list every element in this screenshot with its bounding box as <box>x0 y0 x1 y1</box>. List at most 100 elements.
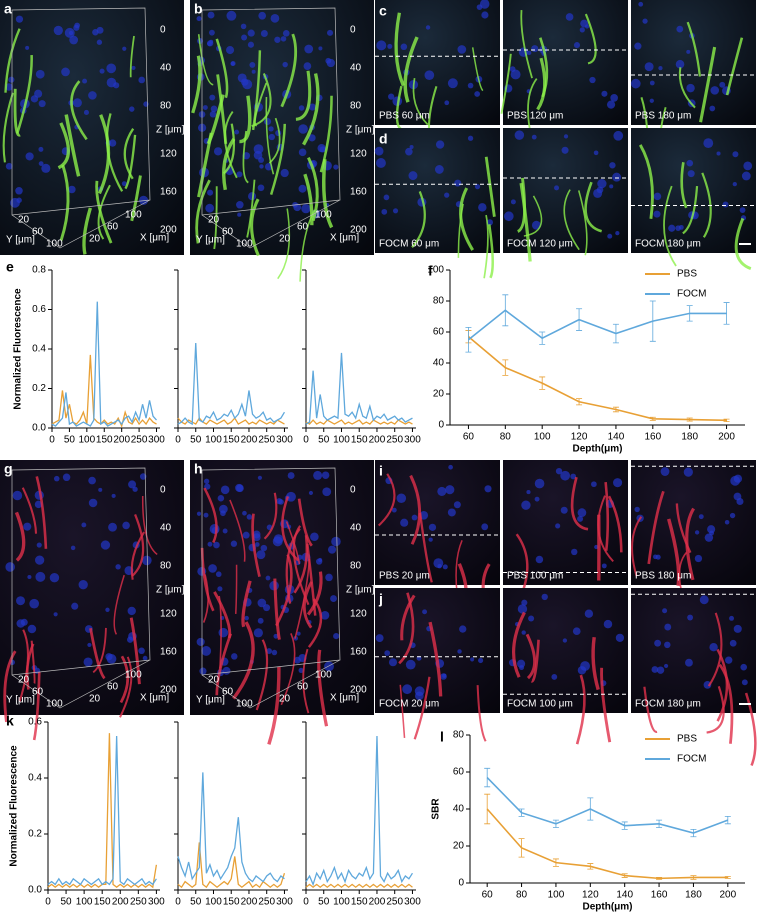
nucleus <box>330 595 337 602</box>
nucleus <box>729 639 737 647</box>
nucleus <box>514 130 525 140</box>
nucleus <box>704 533 714 542</box>
x-tick-label: 100 <box>76 897 93 908</box>
nucleus <box>664 623 672 631</box>
nucleus <box>484 485 492 493</box>
nucleus <box>454 179 462 187</box>
nucleus <box>333 633 340 640</box>
nucleus <box>437 486 447 496</box>
nucleus <box>322 487 332 497</box>
fiber <box>686 21 702 77</box>
fiber <box>105 113 124 192</box>
legend-label: PBS <box>677 734 697 745</box>
nucleus <box>218 627 229 638</box>
fiber <box>707 612 723 687</box>
x-tick-label: 60 <box>463 432 475 443</box>
nucleus <box>668 224 676 232</box>
nucleus <box>240 23 247 30</box>
nucleus <box>298 667 304 673</box>
error-bar <box>686 305 693 322</box>
fiber <box>577 190 588 256</box>
nucleus <box>287 472 295 480</box>
nucleus <box>660 467 670 476</box>
nucleus <box>615 633 625 642</box>
nucleus <box>474 91 481 97</box>
nucleus <box>392 208 399 214</box>
y-tick-label: 80 <box>453 730 465 741</box>
error-bar <box>612 406 619 413</box>
fiber <box>487 224 494 279</box>
fiber <box>725 37 744 96</box>
fiber <box>575 674 586 745</box>
nucleus <box>241 34 248 41</box>
series-line <box>47 735 157 886</box>
nucleus <box>562 638 568 643</box>
error-bar <box>656 819 663 828</box>
fiber <box>275 554 293 627</box>
nucleus <box>613 130 624 141</box>
nucleus <box>531 220 541 230</box>
nucleus <box>71 602 79 610</box>
fiber <box>685 507 696 581</box>
nucleus <box>249 61 256 68</box>
nucleus <box>242 79 253 90</box>
fiber <box>251 513 261 577</box>
error-bar <box>587 797 594 821</box>
fiber <box>195 179 211 244</box>
nucleus <box>23 522 32 531</box>
nucleus <box>235 483 244 492</box>
fiber <box>293 535 309 594</box>
nucleus <box>743 161 753 171</box>
y-tick-label: 100 <box>236 239 253 250</box>
nucleus <box>457 45 467 54</box>
fiber <box>471 47 484 92</box>
fiber <box>89 628 106 680</box>
fiber <box>530 639 540 683</box>
fiber <box>706 685 725 734</box>
fiber <box>523 195 543 237</box>
nucleus <box>535 555 544 564</box>
x-tick-label: 150 <box>94 897 111 908</box>
nucleus <box>253 150 263 160</box>
fiber <box>269 123 286 195</box>
nucleus <box>226 10 237 21</box>
z-tick-label: 40 <box>160 63 172 74</box>
nucleus <box>263 604 271 612</box>
nucleus <box>196 16 202 22</box>
series-line <box>305 352 413 425</box>
nucleus <box>478 203 487 212</box>
fiber <box>130 175 142 222</box>
x-tick-label: 160 <box>644 432 661 443</box>
nucleus <box>453 501 461 509</box>
y-tick-label: 40 <box>433 358 445 369</box>
fiber <box>484 156 496 217</box>
fiber <box>239 95 252 144</box>
x-tick-label: 300 <box>404 897 421 908</box>
fiber <box>647 490 665 565</box>
z-tick-label: 80 <box>160 101 172 112</box>
fiber <box>512 611 526 678</box>
panel-letter: j <box>378 591 383 607</box>
fiber <box>302 648 310 714</box>
nucleus <box>409 145 414 150</box>
z-tick-label: 120 <box>350 149 367 160</box>
tile-caption: PBS 100 μm <box>507 571 563 582</box>
fiber <box>21 487 38 534</box>
fiber <box>398 592 415 665</box>
nucleus <box>273 633 279 639</box>
error-bar <box>587 863 594 870</box>
nucleus <box>87 642 92 648</box>
z-tick-label: 120 <box>350 609 367 620</box>
z-axis-label: Z [μm] <box>346 125 375 136</box>
series-line <box>486 808 728 880</box>
fiber <box>701 172 712 238</box>
nucleus <box>5 562 15 572</box>
nucleus <box>428 537 433 542</box>
x-tick-label: 20 <box>89 234 101 245</box>
nucleus <box>138 76 146 84</box>
nucleus <box>121 181 127 187</box>
nucleus <box>34 89 43 98</box>
tile-caption: FOCM 180 μm <box>635 699 701 710</box>
z-tick-label: 0 <box>160 25 166 36</box>
nucleus <box>444 100 450 106</box>
